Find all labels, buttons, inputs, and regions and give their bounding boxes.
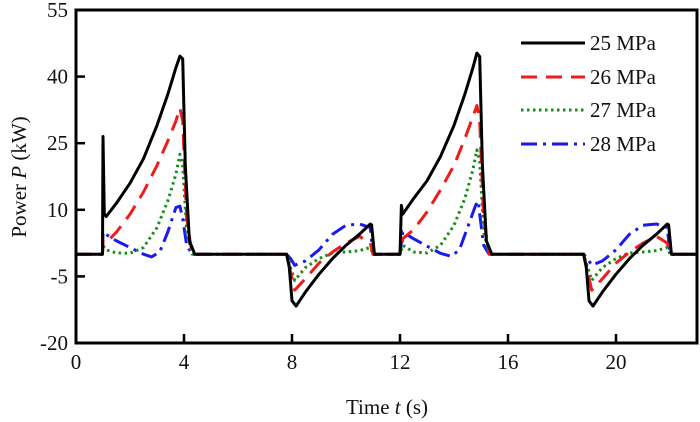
series-line-27mpa <box>76 148 697 282</box>
x-tick-label: 20 <box>606 350 627 374</box>
x-tick-label: 4 <box>179 350 190 374</box>
y-tick-label: -5 <box>51 264 69 288</box>
x-tick-label: 12 <box>390 350 411 374</box>
y-tick-label: 55 <box>47 0 68 22</box>
x-tick-label: 16 <box>498 350 519 374</box>
legend-label-28mpa: 28 MPa <box>590 132 657 156</box>
x-axis-title-symbol: t <box>395 395 402 419</box>
y-tick-label: -20 <box>40 331 68 355</box>
series-layer <box>76 51 697 308</box>
series-line-28mpa <box>76 199 697 267</box>
y-axis-title-unit: (kW) <box>7 116 31 166</box>
legend-label-25mpa: 25 MPa <box>590 31 657 55</box>
x-tick-label: 0 <box>71 350 82 374</box>
y-axis-title-symbol: P <box>7 166 31 180</box>
y-tick-label: 25 <box>47 131 68 155</box>
ticks-layer: 0 4 8 12 16 20 55 40 25 10 -5 -20 <box>40 0 627 374</box>
y-axis-title-prefix: Power <box>7 179 31 238</box>
plot-frame <box>74 8 699 345</box>
x-axis-title: Time t (s) <box>346 395 428 419</box>
y-axis-title: Power P (kW) <box>7 116 31 237</box>
x-tick-label: 8 <box>287 350 298 374</box>
x-axis-title-prefix: Time <box>346 395 395 419</box>
legend-label-27mpa: 27 MPa <box>590 98 657 122</box>
x-axis-title-unit: (s) <box>401 395 428 419</box>
y-tick-label: 40 <box>47 65 68 89</box>
legend: 25 MPa 26 MPa 27 MPa 28 MPa <box>521 31 657 156</box>
series-line-25mpa <box>76 51 697 308</box>
series-line-26mpa <box>76 104 697 292</box>
y-tick-label: 10 <box>47 198 68 222</box>
legend-label-26mpa: 26 MPa <box>590 65 657 89</box>
